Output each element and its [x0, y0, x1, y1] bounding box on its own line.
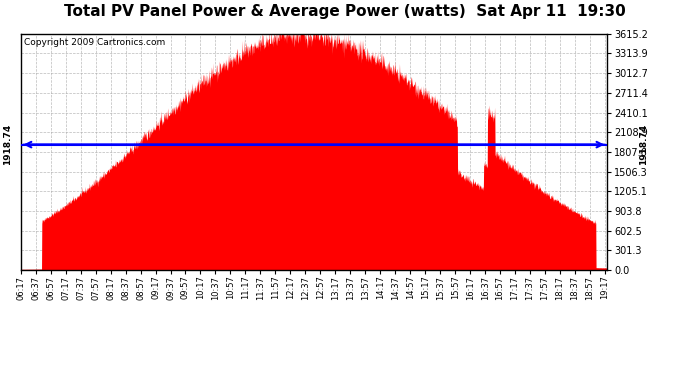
Text: 1918.74: 1918.74 — [3, 124, 12, 165]
Text: Copyright 2009 Cartronics.com: Copyright 2009 Cartronics.com — [23, 39, 165, 48]
Text: 1918.74: 1918.74 — [640, 124, 649, 165]
Text: Total PV Panel Power & Average Power (watts)  Sat Apr 11  19:30: Total PV Panel Power & Average Power (wa… — [64, 4, 626, 19]
